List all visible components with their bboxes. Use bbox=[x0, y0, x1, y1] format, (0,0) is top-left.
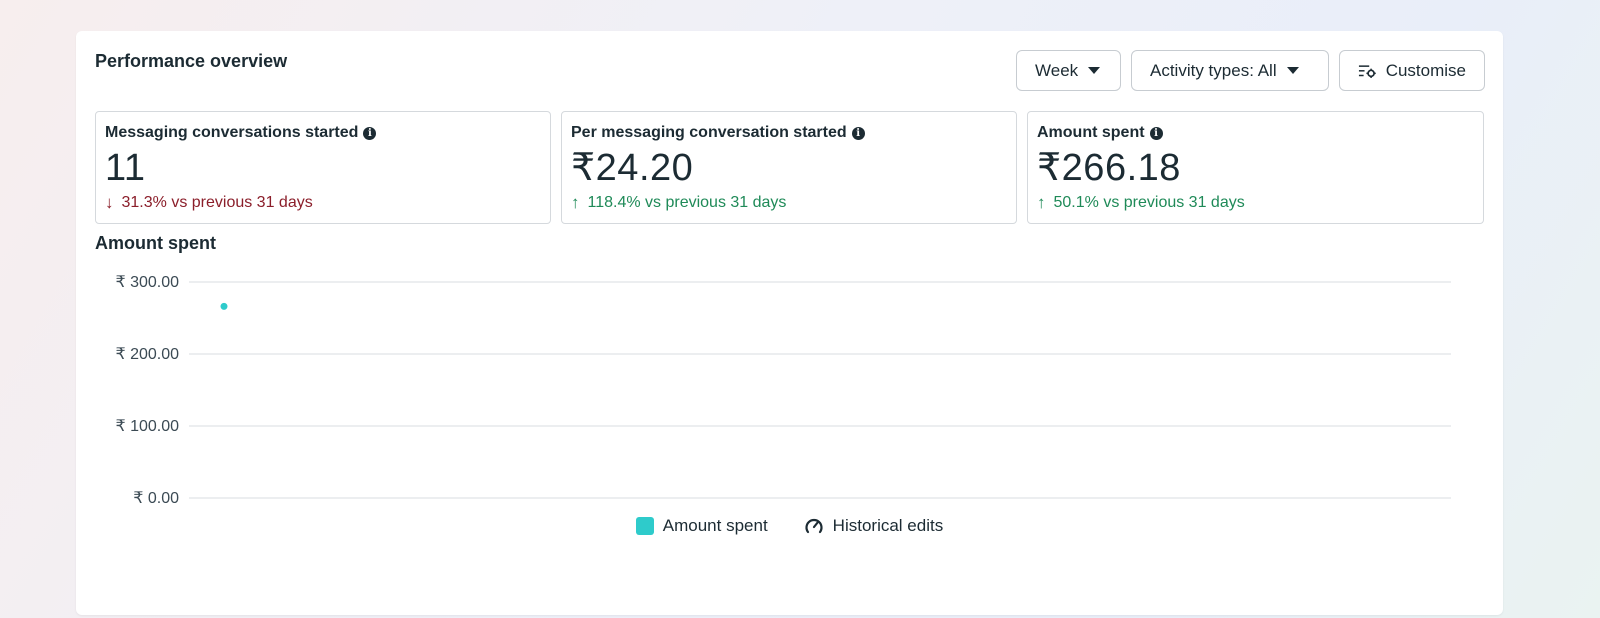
metric-label-text: Messaging conversations started bbox=[105, 124, 359, 141]
metric-label-text: Per messaging conversation started bbox=[571, 124, 847, 141]
metric-value: ₹266.18 bbox=[1037, 147, 1181, 189]
metric-label: Amount spent i bbox=[1037, 124, 1474, 142]
y-tick-label: ₹ 300.00 bbox=[115, 274, 179, 291]
metric-value: ₹24.20 bbox=[571, 147, 694, 189]
customise-settings-icon bbox=[1358, 64, 1376, 78]
metric-label: Messaging conversations started i bbox=[105, 124, 541, 142]
data-point[interactable] bbox=[220, 302, 228, 310]
amount-spent-chart: ₹ 0.00 ₹ 100.00 ₹ 200.00 ₹ 300.00 1 Jan 8 Jan… bbox=[115, 274, 1497, 511]
x-tick-label: 22 Jan bbox=[1449, 509, 1497, 511]
info-icon[interactable]: i bbox=[1149, 126, 1163, 140]
metric-delta-text: 31.3% vs previous 31 days bbox=[121, 194, 313, 211]
y-tick-label: ₹ 100.00 bbox=[115, 418, 179, 435]
legend-item-historical-edits[interactable]: Historical edits bbox=[804, 516, 944, 536]
metric-delta: ↑ 50.1% vs previous 31 days bbox=[1037, 193, 1474, 213]
arrow-down-icon: ↓ bbox=[105, 193, 114, 212]
metric-label: Per messaging conversation started i bbox=[571, 124, 1007, 142]
chart-legend: Amount spent Historical edits bbox=[76, 516, 1503, 536]
caret-down-icon bbox=[1286, 67, 1299, 74]
info-icon[interactable]: i bbox=[851, 126, 865, 140]
series-swatch bbox=[635, 517, 654, 535]
arrow-up-icon: ↑ bbox=[1037, 193, 1046, 212]
performance-overview-panel: Performance overview Week Activity types… bbox=[76, 31, 1503, 615]
x-tick-label: 8 Jan bbox=[621, 509, 660, 511]
activity-types-label: Activity types: All bbox=[1150, 60, 1277, 80]
customise-label: Customise bbox=[1385, 60, 1466, 80]
customise-button[interactable]: Customise bbox=[1339, 50, 1485, 91]
caret-down-icon bbox=[1088, 67, 1101, 74]
legend-item-amount-spent[interactable]: Amount spent bbox=[635, 516, 768, 536]
y-tick-label: ₹ 0.00 bbox=[133, 490, 179, 507]
metric-delta-text: 50.1% vs previous 31 days bbox=[1053, 194, 1245, 211]
week-dropdown[interactable]: Week bbox=[1016, 50, 1121, 91]
y-tick-label: ₹ 200.00 bbox=[115, 346, 179, 363]
metric-delta-text: 118.4% vs previous 31 days bbox=[587, 194, 787, 211]
metric-card-cost-per-conversation[interactable]: Per messaging conversation started i ₹24… bbox=[561, 111, 1017, 224]
metric-card-conversations[interactable]: Messaging conversations started i 11 ↓ 3… bbox=[95, 111, 551, 224]
metric-value: 11 bbox=[105, 147, 146, 189]
x-tick-label: 1 Jan bbox=[204, 509, 243, 511]
legend-label: Historical edits bbox=[832, 516, 944, 535]
metric-delta: ↓ 31.3% vs previous 31 days bbox=[105, 193, 541, 213]
activity-types-dropdown[interactable]: Activity types: All bbox=[1131, 50, 1329, 91]
gauge-icon bbox=[805, 518, 823, 534]
x-tick-label: 15 Jan bbox=[1033, 509, 1081, 511]
metric-label-text: Amount spent bbox=[1037, 124, 1145, 141]
chart-title: Amount spent bbox=[95, 233, 216, 253]
week-dropdown-label: Week bbox=[1035, 60, 1079, 80]
legend-label: Amount spent bbox=[662, 516, 768, 535]
metric-delta: ↑ 118.4% vs previous 31 days bbox=[571, 193, 1007, 213]
arrow-up-icon: ↑ bbox=[571, 193, 580, 212]
page-title: Performance overview bbox=[95, 51, 288, 71]
metric-card-amount-spent[interactable]: Amount spent i ₹266.18 ↑ 50.1% vs previo… bbox=[1027, 111, 1484, 224]
info-icon[interactable]: i bbox=[363, 126, 377, 140]
